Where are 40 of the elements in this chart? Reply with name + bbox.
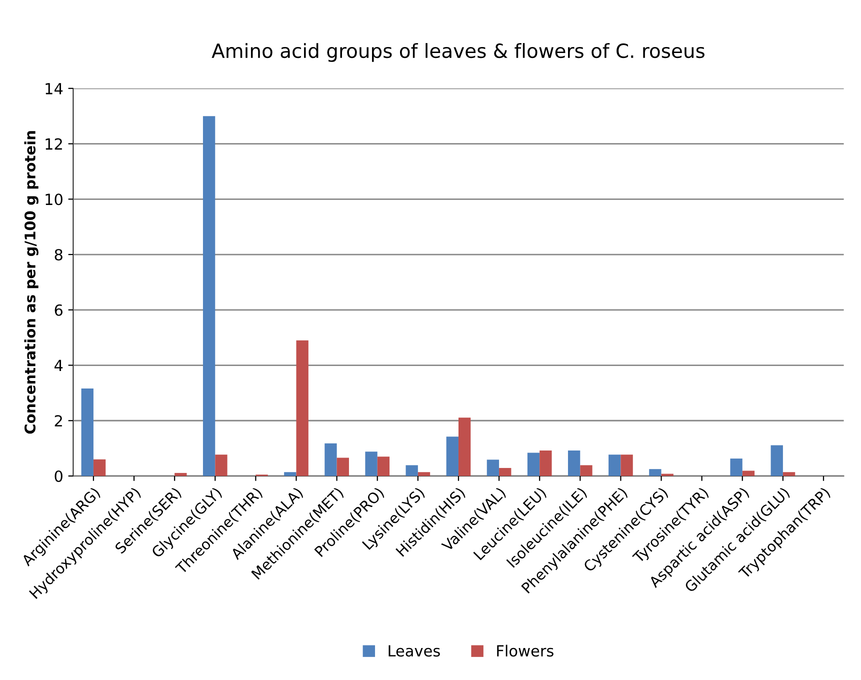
bar xyxy=(730,458,742,476)
bar xyxy=(406,465,418,476)
bar xyxy=(296,340,308,476)
y-tick-label: 8 xyxy=(54,248,62,261)
bar xyxy=(93,459,106,476)
y-tick-label: 4 xyxy=(54,360,63,372)
bar xyxy=(540,450,552,476)
y-axis-title: Concentration as per g/100 g protein xyxy=(24,131,38,434)
bar xyxy=(418,472,430,476)
bar xyxy=(336,458,349,476)
y-tick-label: 6 xyxy=(54,304,62,316)
bar xyxy=(486,460,500,476)
bar xyxy=(324,443,337,476)
y-tick-label: 0 xyxy=(54,470,62,482)
y-tick-label: 2 xyxy=(54,415,62,426)
bar xyxy=(580,465,592,476)
bar xyxy=(620,454,633,476)
legend-label: Flowers xyxy=(497,644,554,657)
bar xyxy=(458,418,471,476)
bar xyxy=(742,470,755,476)
bar xyxy=(568,450,580,476)
bar xyxy=(499,468,512,476)
bar xyxy=(174,472,187,476)
bar xyxy=(770,445,783,476)
bar xyxy=(202,116,216,476)
bar xyxy=(446,436,458,476)
y-tick-label: 14 xyxy=(46,83,63,94)
bar xyxy=(81,388,94,476)
y-tick-label: 10 xyxy=(46,194,62,206)
bar xyxy=(215,454,228,476)
bar xyxy=(284,472,296,476)
y-tick-label: 12 xyxy=(46,138,62,150)
bar xyxy=(365,452,378,476)
bar xyxy=(608,454,621,476)
legend-label: Leaves xyxy=(388,645,440,657)
chart-title: Amino acid groups of leaves & flowers of C. roseus xyxy=(212,43,704,62)
bar xyxy=(649,469,662,476)
bar xyxy=(377,456,390,476)
bar xyxy=(782,472,796,476)
bar xyxy=(527,452,540,476)
